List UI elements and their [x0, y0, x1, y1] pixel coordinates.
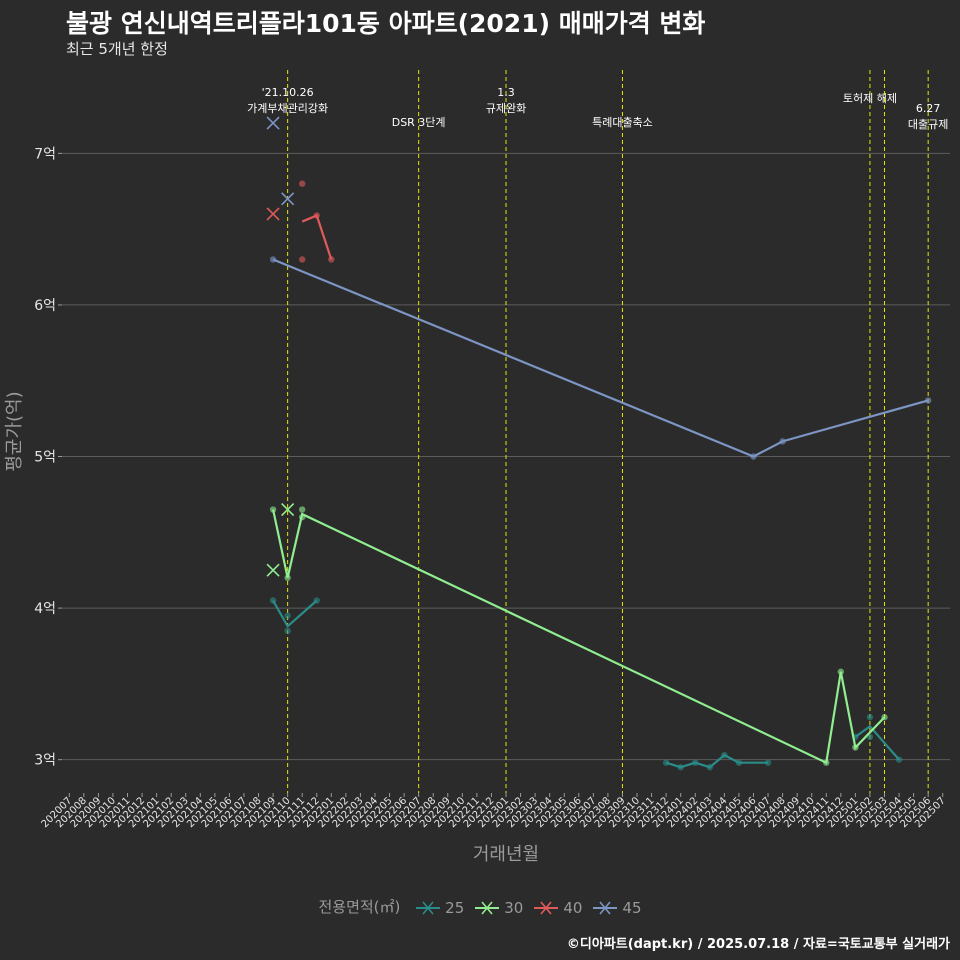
- cross-marker: [266, 563, 280, 577]
- data-point: [269, 597, 277, 604]
- source-caption: ©디아파트(dapt.kr) / 2025.07.18 / 자료=국토교통부 실…: [566, 937, 950, 952]
- data-point: [298, 180, 306, 187]
- cross-marker: [281, 502, 295, 517]
- data-point: [269, 256, 277, 263]
- data-point: [662, 759, 670, 766]
- policy-annotation: 규제완화: [486, 102, 526, 115]
- data-point: [692, 759, 699, 766]
- data-point: [735, 759, 743, 766]
- y-tick-label: 4억: [34, 601, 56, 617]
- data-point: [706, 764, 714, 771]
- data-point: [750, 453, 757, 460]
- y-axis-title: 평균가(억): [4, 391, 25, 471]
- data-point: [881, 714, 888, 721]
- series-30: [266, 502, 888, 766]
- legend-item-25: 25: [415, 898, 464, 917]
- cross-stroke: [266, 207, 280, 221]
- policy-annotation: 토허제 해제: [843, 91, 897, 105]
- data-point: [895, 756, 903, 763]
- series-line: [272, 258, 929, 458]
- data-point: [298, 513, 306, 521]
- x-axis-title: 거래년월: [473, 844, 539, 865]
- data-point: [313, 212, 320, 219]
- legend-item-45: 45: [592, 898, 642, 917]
- data-point: [313, 597, 320, 604]
- data-point: [284, 612, 291, 619]
- legend-label: 45: [622, 898, 642, 917]
- data-point: [269, 506, 277, 513]
- policy-annotation: DSR 3단계: [392, 116, 446, 129]
- cross-marker: [266, 116, 280, 130]
- data-point: [284, 627, 291, 635]
- data-point: [924, 397, 932, 404]
- data-point: [328, 256, 335, 263]
- cross-marker: [281, 192, 295, 206]
- legend-label: 30: [504, 898, 524, 917]
- series-line: [272, 509, 886, 765]
- data-point: [298, 256, 306, 263]
- legend-label: 40: [563, 898, 583, 917]
- data-point: [284, 574, 291, 581]
- legend-key-icon: [475, 900, 500, 915]
- policy-annotation: 1.3: [497, 86, 515, 99]
- legend-item-40: 40: [533, 898, 582, 917]
- legend-title: 전용면적(㎡): [318, 898, 401, 916]
- legend-key-icon: [416, 900, 441, 915]
- chart-subtitle: 최근 5개년 한정: [66, 40, 168, 58]
- legend-item-30: 30: [474, 898, 523, 917]
- data-point: [677, 764, 684, 771]
- legend-key-icon: [534, 900, 559, 915]
- legend-label: 25: [445, 898, 465, 917]
- policy-annotation: 특례대출축소: [592, 116, 653, 129]
- cross-stroke: [281, 192, 295, 206]
- series-40: [266, 180, 335, 263]
- y-tick-label: 3억: [34, 753, 56, 769]
- policy-annotation: '21.10.26: [262, 86, 314, 99]
- series-line: [854, 724, 900, 761]
- series-line: [272, 599, 318, 628]
- legend: 전용면적(㎡) 25 30 40 45: [0, 896, 960, 917]
- data-point: [852, 744, 859, 751]
- data-point: [779, 438, 786, 445]
- data-point: [823, 759, 830, 766]
- series-25: [269, 597, 903, 771]
- y-tick-label: 6억: [34, 298, 56, 314]
- data-point: [866, 714, 874, 721]
- policy-annotation: 6.27: [916, 102, 941, 115]
- cross-stroke: [266, 563, 280, 577]
- policy-annotation: 가계부채관리강화: [247, 102, 328, 115]
- data-point: [721, 751, 728, 759]
- series-45: [266, 116, 932, 460]
- data-point: [837, 668, 845, 675]
- policy-annotation: 대출규제: [908, 118, 948, 131]
- data-point: [764, 759, 772, 766]
- series-line: [301, 214, 333, 260]
- legend-key-icon: [593, 900, 618, 915]
- cross-stroke: [281, 502, 295, 517]
- chart-title: 불광 연신내역트리플라101동 아파트(2021) 매매가격 변화: [66, 9, 706, 38]
- y-tick-label: 7억: [34, 146, 56, 162]
- y-tick-label: 5억: [34, 450, 56, 466]
- cross-stroke: [266, 116, 280, 130]
- cross-marker: [266, 207, 280, 221]
- data-point: [298, 506, 306, 513]
